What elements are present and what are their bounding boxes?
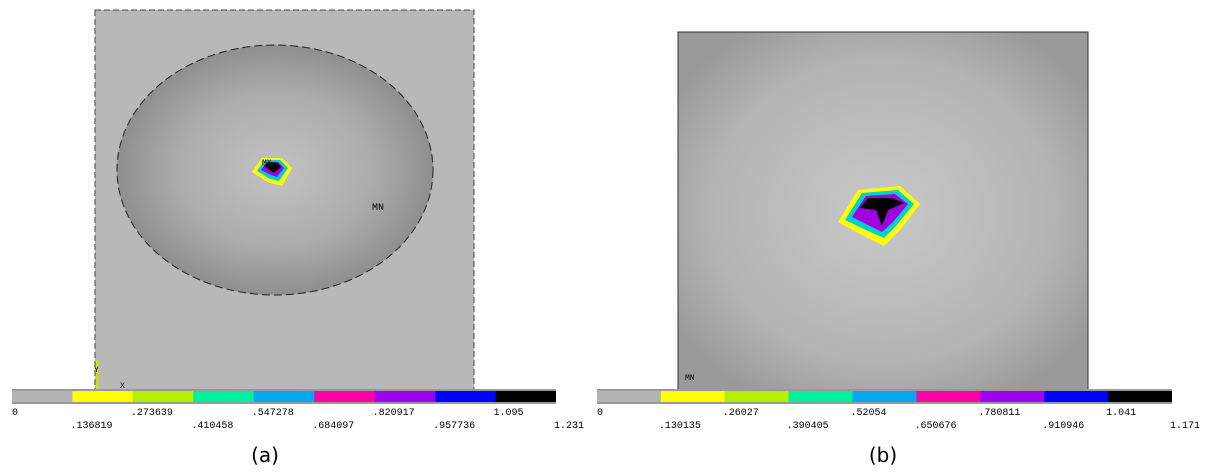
axis-label: Y [94, 366, 99, 375]
plot-b [677, 31, 1089, 391]
legend-label: .910946 [1042, 421, 1084, 432]
legend-swatch [495, 391, 556, 402]
caption: (b) [869, 443, 897, 467]
legend-swatch [980, 391, 1045, 402]
legend-label: .52054 [851, 408, 887, 419]
legend-label: .130135 [659, 421, 701, 432]
legend-swatch [314, 391, 375, 402]
legend-label: 1.231 [554, 421, 584, 432]
legend-swatch [132, 391, 194, 402]
legend-swatch [1044, 391, 1109, 402]
max-label: MX [866, 199, 876, 208]
legend-swatch [72, 391, 133, 402]
legend-label: 0 [597, 408, 603, 419]
legend-label: .136819 [70, 421, 112, 432]
plot-a [94, 9, 475, 391]
legend-swatch [852, 391, 917, 402]
legend-label: .957736 [433, 421, 475, 432]
legend-label: .820917 [373, 408, 415, 419]
axis-label: X [120, 382, 125, 391]
legend-swatch [12, 391, 73, 402]
legend-label: .273639 [131, 408, 173, 419]
legend-label: 1.041 [1106, 408, 1136, 419]
caption: (a) [251, 443, 279, 467]
legend-label: 0 [12, 408, 18, 419]
legend-swatch [916, 391, 981, 402]
legend-label: 1.095 [494, 408, 524, 419]
hot-spot [860, 198, 904, 226]
min-label: MN [685, 374, 695, 383]
legend-swatch [1108, 391, 1172, 402]
legend-swatch [193, 391, 254, 402]
min-label: MN [372, 203, 384, 214]
legend-swatch [724, 391, 789, 402]
legend-label: 1.171 [1170, 421, 1200, 432]
legend-label: .684097 [312, 421, 354, 432]
legend-label: .26027 [723, 408, 759, 419]
legend-swatch [435, 391, 496, 402]
legend-label: .410458 [191, 421, 233, 432]
legend-swatch [597, 391, 661, 402]
legend-swatch [788, 391, 853, 402]
legend-swatch [374, 391, 436, 402]
max-label: MX [262, 159, 272, 168]
legend-swatch [660, 391, 725, 402]
legend-label: .780811 [978, 408, 1020, 419]
legend-label: .390405 [787, 421, 829, 432]
hot-spot [264, 162, 281, 173]
legend-swatch [253, 391, 315, 402]
legend-label: .650676 [914, 421, 956, 432]
legend-label: .547278 [252, 408, 294, 419]
